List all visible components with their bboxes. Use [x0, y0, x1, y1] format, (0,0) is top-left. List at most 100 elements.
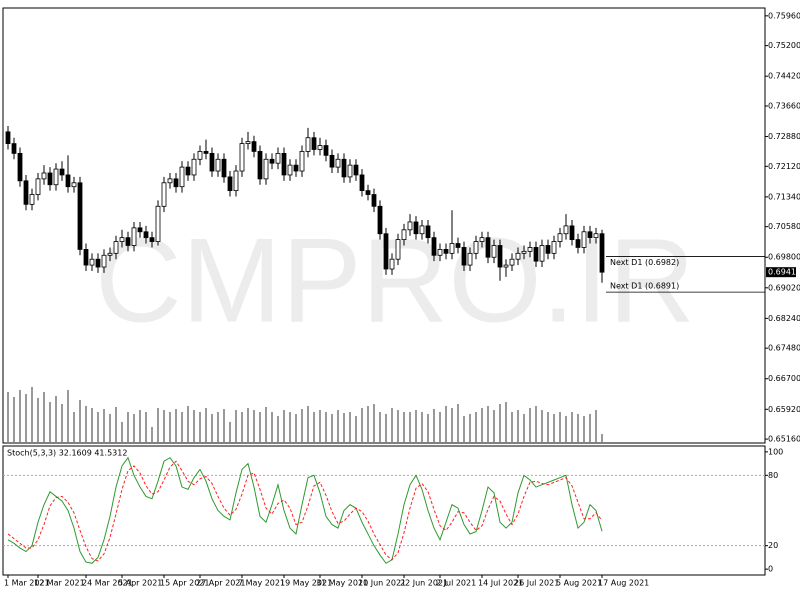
candle-body — [335, 158, 341, 168]
x-tick-label: 26 Jul 2021 — [514, 579, 559, 588]
candle-body — [221, 158, 227, 178]
candle-body — [101, 254, 107, 268]
stoch-line — [7, 460, 603, 562]
candle-body — [89, 258, 95, 266]
candle-body — [575, 239, 581, 248]
indicator-frame — [2, 445, 766, 576]
candle-body — [131, 227, 137, 246]
x-tick-label: 24 Mar 2021 — [82, 579, 133, 588]
candle-body — [515, 252, 521, 260]
candle-body — [509, 258, 515, 266]
y-tick-label: 0.74420 — [768, 72, 800, 81]
candle-body — [491, 245, 497, 258]
candle-body — [395, 239, 401, 260]
current-price-label: 0.69419 — [768, 268, 800, 277]
y-tick-label: 100 — [768, 447, 783, 456]
y-tick-label: 0.70580 — [768, 222, 800, 231]
candle-body — [245, 141, 251, 144]
candle-body — [35, 178, 41, 195]
stoch-line — [7, 456, 603, 564]
annotation-label: Next D1 (0.6982) — [610, 258, 679, 267]
candle-body — [149, 237, 155, 242]
candle-body — [467, 252, 473, 266]
candle-body — [443, 249, 449, 254]
x-tick-label: 31 May 2021 — [316, 579, 368, 588]
candle-body — [263, 158, 269, 180]
candle-body — [599, 233, 605, 273]
candle-body — [167, 178, 173, 184]
candle-body — [275, 152, 281, 164]
candle-body — [179, 166, 185, 188]
candle-body — [485, 237, 491, 258]
y-tick-label: 0.75960 — [768, 11, 800, 20]
candle-body — [371, 194, 377, 207]
annotation-label: Next D1 (0.6891) — [610, 282, 679, 291]
candle-body — [251, 141, 257, 152]
y-tick-label: 0.71340 — [768, 192, 800, 201]
candle-body — [11, 143, 17, 154]
candle-body — [305, 137, 311, 152]
candle-body — [233, 170, 239, 192]
candle-body — [479, 237, 485, 242]
current-price-box — [766, 267, 796, 278]
candle-body — [533, 247, 539, 262]
candle-body — [95, 258, 101, 268]
candle-body — [83, 249, 89, 266]
candle-body — [413, 221, 419, 235]
candle-body — [569, 225, 575, 241]
y-tick-label: 0.65160 — [768, 435, 800, 444]
candle-body — [551, 241, 557, 254]
candle-body — [317, 145, 323, 150]
candle-body — [449, 243, 455, 254]
y-tick-label: 0.69800 — [768, 253, 800, 262]
y-tick-label: 0.65920 — [768, 405, 800, 414]
candle-body — [407, 221, 413, 231]
candle-body — [281, 152, 287, 176]
y-tick-label: 0.67480 — [768, 344, 800, 353]
candle-body — [383, 233, 389, 270]
candle-body — [107, 252, 113, 256]
candle-body — [59, 168, 65, 176]
x-tick-label: 2 Jul 2021 — [436, 579, 476, 588]
main-frame — [2, 7, 766, 444]
x-tick-label: 17 Aug 2021 — [598, 579, 649, 588]
candle-body — [23, 180, 29, 205]
x-tick-label: 5 Apr 2021 — [118, 579, 162, 588]
candle-body — [581, 231, 587, 248]
candle-body — [299, 151, 305, 172]
candle-body — [287, 164, 293, 176]
candle-body — [365, 190, 371, 195]
candle-body — [557, 233, 563, 242]
candle-body — [5, 131, 11, 144]
candle-body — [437, 249, 443, 256]
x-tick-label: 15 Apr 2021 — [160, 579, 209, 588]
candle-body — [137, 227, 143, 233]
candle-body — [521, 250, 527, 254]
y-tick-label: 0.75200 — [768, 41, 800, 50]
candle-body — [377, 205, 383, 235]
candle-body — [191, 158, 197, 176]
candle-body — [257, 151, 263, 180]
candle-body — [53, 168, 59, 186]
candle-body — [17, 152, 23, 182]
x-tick-label: 7 May 2021 — [238, 579, 285, 588]
candle-body — [209, 152, 215, 172]
candle-body — [461, 247, 467, 266]
candle-body — [389, 258, 395, 270]
watermark: CMPRO.IR — [95, 214, 695, 348]
x-tick-label: 10 Jun 2021 — [358, 579, 406, 588]
y-tick-label: 0.68240 — [768, 314, 800, 323]
x-tick-label: 5 Aug 2021 — [556, 579, 602, 588]
candle-body — [293, 164, 299, 172]
y-tick-label: 0.72880 — [768, 132, 800, 141]
candle-body — [587, 231, 593, 239]
x-tick-label: 22 Jun 2021 — [400, 579, 448, 588]
x-tick-label: 12 Mar 2021 — [34, 579, 85, 588]
candle-body — [47, 172, 53, 186]
candle-body — [563, 225, 569, 235]
candle-body — [311, 137, 317, 150]
candle-body — [353, 164, 359, 176]
candle-body — [401, 229, 407, 241]
